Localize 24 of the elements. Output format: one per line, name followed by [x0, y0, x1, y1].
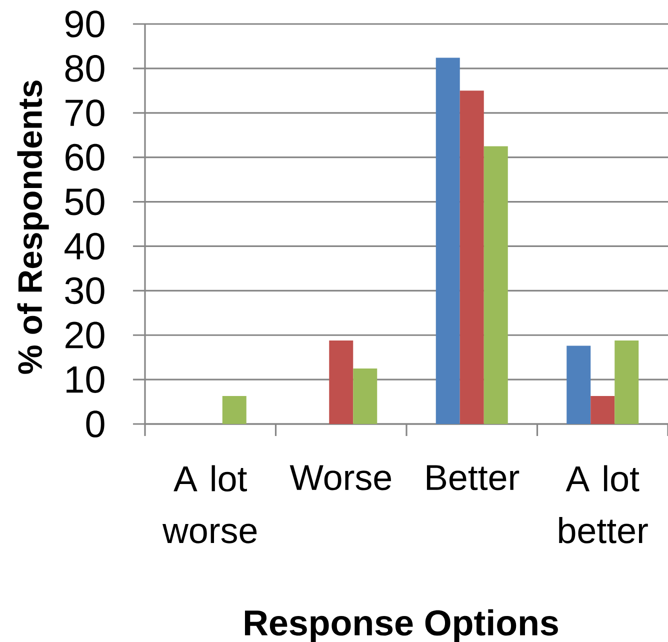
- bar: [222, 396, 246, 424]
- x-tick-label: Worse: [290, 465, 392, 490]
- y-tick-label: 50: [65, 188, 104, 216]
- y-tick-label: 0: [86, 410, 104, 438]
- bar: [566, 346, 591, 424]
- y-tick-label: 30: [65, 277, 104, 304]
- bar: [460, 90, 484, 424]
- bar: [329, 340, 354, 424]
- bar: [614, 340, 639, 424]
- y-tick-label: 90: [65, 10, 104, 38]
- bar: [353, 368, 378, 424]
- bar: [484, 146, 508, 424]
- bar: [590, 396, 615, 424]
- x-tick-label: A lot worse: [162, 465, 257, 544]
- y-tick-label: 20: [66, 322, 104, 349]
- y-tick-label: 60: [66, 144, 104, 171]
- x-tick-label: A lot better: [559, 465, 648, 544]
- x-tick-label: Better: [426, 465, 520, 490]
- bar: [436, 58, 460, 424]
- y-tick-label: 80: [65, 55, 104, 82]
- y-tick-label: 40: [64, 232, 104, 260]
- y-tick-label: 10: [66, 366, 104, 393]
- y-tick-label: 70: [66, 99, 104, 126]
- y-axis-title: % of Respondents: [17, 80, 49, 374]
